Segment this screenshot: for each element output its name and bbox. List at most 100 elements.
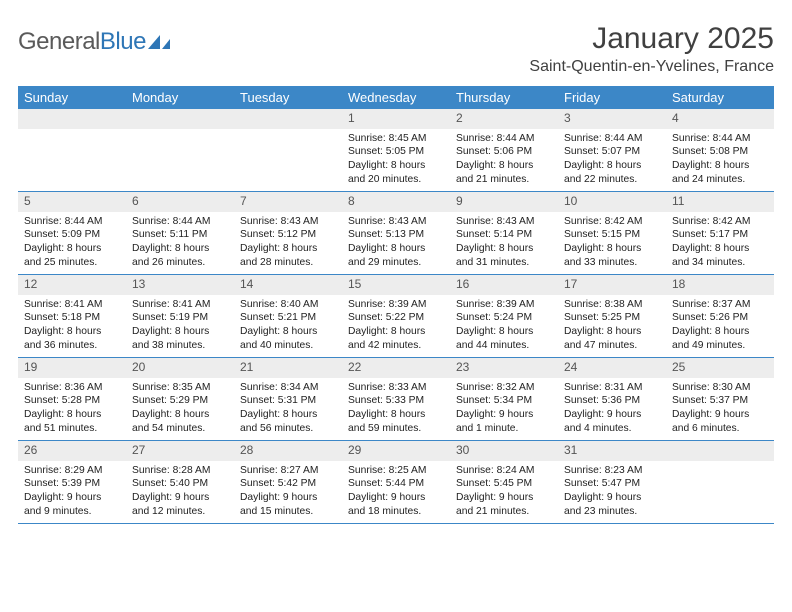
day-number: 31 (558, 441, 666, 461)
sunset-line: Sunset: 5:13 PM (348, 228, 444, 242)
sunset-line: Sunset: 5:39 PM (24, 477, 120, 491)
sunrise-line: Sunrise: 8:27 AM (240, 464, 336, 478)
sunset-line: Sunset: 5:15 PM (564, 228, 660, 242)
day-cell: 29Sunrise: 8:25 AMSunset: 5:44 PMDayligh… (342, 441, 450, 523)
day-body: Sunrise: 8:43 AMSunset: 5:14 PMDaylight:… (450, 212, 558, 273)
daylight-line: Daylight: 9 hours and 4 minutes. (564, 408, 660, 435)
day-body (18, 129, 126, 136)
sunset-line: Sunset: 5:47 PM (564, 477, 660, 491)
sunrise-line: Sunrise: 8:44 AM (132, 215, 228, 229)
day-number: 29 (342, 441, 450, 461)
day-number: 23 (450, 358, 558, 378)
day-cell: 16Sunrise: 8:39 AMSunset: 5:24 PMDayligh… (450, 275, 558, 357)
day-body (126, 129, 234, 136)
day-number: 28 (234, 441, 342, 461)
sunrise-line: Sunrise: 8:45 AM (348, 132, 444, 146)
sunrise-line: Sunrise: 8:44 AM (564, 132, 660, 146)
day-cell: 21Sunrise: 8:34 AMSunset: 5:31 PMDayligh… (234, 358, 342, 440)
day-body (234, 129, 342, 136)
sunset-line: Sunset: 5:37 PM (672, 394, 768, 408)
sunrise-line: Sunrise: 8:28 AM (132, 464, 228, 478)
week-row: 26Sunrise: 8:29 AMSunset: 5:39 PMDayligh… (18, 441, 774, 524)
daylight-line: Daylight: 8 hours and 21 minutes. (456, 159, 552, 186)
daylight-line: Daylight: 8 hours and 31 minutes. (456, 242, 552, 269)
sunrise-line: Sunrise: 8:43 AM (456, 215, 552, 229)
daylight-line: Daylight: 8 hours and 22 minutes. (564, 159, 660, 186)
day-number: 8 (342, 192, 450, 212)
day-cell: 31Sunrise: 8:23 AMSunset: 5:47 PMDayligh… (558, 441, 666, 523)
day-cell: 19Sunrise: 8:36 AMSunset: 5:28 PMDayligh… (18, 358, 126, 440)
sunrise-line: Sunrise: 8:31 AM (564, 381, 660, 395)
sunrise-line: Sunrise: 8:33 AM (348, 381, 444, 395)
day-cell: 25Sunrise: 8:30 AMSunset: 5:37 PMDayligh… (666, 358, 774, 440)
day-cell (18, 109, 126, 191)
day-number: 18 (666, 275, 774, 295)
day-number: 27 (126, 441, 234, 461)
daylight-line: Daylight: 8 hours and 56 minutes. (240, 408, 336, 435)
day-body: Sunrise: 8:34 AMSunset: 5:31 PMDaylight:… (234, 378, 342, 439)
day-number: 14 (234, 275, 342, 295)
daylight-line: Daylight: 8 hours and 54 minutes. (132, 408, 228, 435)
day-body: Sunrise: 8:42 AMSunset: 5:15 PMDaylight:… (558, 212, 666, 273)
daylight-line: Daylight: 9 hours and 1 minute. (456, 408, 552, 435)
day-number: 10 (558, 192, 666, 212)
month-title: January 2025 (529, 22, 774, 56)
week-row: 5Sunrise: 8:44 AMSunset: 5:09 PMDaylight… (18, 192, 774, 275)
day-number: 15 (342, 275, 450, 295)
daylight-line: Daylight: 8 hours and 29 minutes. (348, 242, 444, 269)
day-body: Sunrise: 8:39 AMSunset: 5:22 PMDaylight:… (342, 295, 450, 356)
day-cell (234, 109, 342, 191)
day-body: Sunrise: 8:37 AMSunset: 5:26 PMDaylight:… (666, 295, 774, 356)
daylight-line: Daylight: 8 hours and 26 minutes. (132, 242, 228, 269)
sunrise-line: Sunrise: 8:39 AM (456, 298, 552, 312)
sunset-line: Sunset: 5:29 PM (132, 394, 228, 408)
sunset-line: Sunset: 5:26 PM (672, 311, 768, 325)
sunrise-line: Sunrise: 8:44 AM (672, 132, 768, 146)
day-body: Sunrise: 8:44 AMSunset: 5:09 PMDaylight:… (18, 212, 126, 273)
sunrise-line: Sunrise: 8:40 AM (240, 298, 336, 312)
location: Saint-Quentin-en-Yvelines, France (529, 58, 774, 76)
sunrise-line: Sunrise: 8:44 AM (24, 215, 120, 229)
day-body: Sunrise: 8:30 AMSunset: 5:37 PMDaylight:… (666, 378, 774, 439)
logo-sail-icon (146, 33, 172, 51)
sunset-line: Sunset: 5:31 PM (240, 394, 336, 408)
day-number: 12 (18, 275, 126, 295)
sunrise-line: Sunrise: 8:24 AM (456, 464, 552, 478)
sunset-line: Sunset: 5:09 PM (24, 228, 120, 242)
day-number (234, 109, 342, 129)
sunrise-line: Sunrise: 8:37 AM (672, 298, 768, 312)
sunrise-line: Sunrise: 8:32 AM (456, 381, 552, 395)
daylight-line: Daylight: 9 hours and 23 minutes. (564, 491, 660, 518)
day-number: 7 (234, 192, 342, 212)
day-cell: 26Sunrise: 8:29 AMSunset: 5:39 PMDayligh… (18, 441, 126, 523)
day-body: Sunrise: 8:28 AMSunset: 5:40 PMDaylight:… (126, 461, 234, 522)
sunset-line: Sunset: 5:08 PM (672, 145, 768, 159)
day-body: Sunrise: 8:23 AMSunset: 5:47 PMDaylight:… (558, 461, 666, 522)
day-number (18, 109, 126, 129)
sunset-line: Sunset: 5:36 PM (564, 394, 660, 408)
day-body: Sunrise: 8:38 AMSunset: 5:25 PMDaylight:… (558, 295, 666, 356)
sunset-line: Sunset: 5:19 PM (132, 311, 228, 325)
dow-cell: Friday (558, 86, 666, 109)
header: GeneralBlue January 2025 Saint-Quentin-e… (18, 22, 774, 76)
sunrise-line: Sunrise: 8:36 AM (24, 381, 120, 395)
sunset-line: Sunset: 5:25 PM (564, 311, 660, 325)
weeks-container: 1Sunrise: 8:45 AMSunset: 5:05 PMDaylight… (18, 109, 774, 524)
day-cell: 1Sunrise: 8:45 AMSunset: 5:05 PMDaylight… (342, 109, 450, 191)
sunset-line: Sunset: 5:40 PM (132, 477, 228, 491)
day-body: Sunrise: 8:35 AMSunset: 5:29 PMDaylight:… (126, 378, 234, 439)
daylight-line: Daylight: 8 hours and 36 minutes. (24, 325, 120, 352)
day-body: Sunrise: 8:44 AMSunset: 5:06 PMDaylight:… (450, 129, 558, 190)
sunset-line: Sunset: 5:17 PM (672, 228, 768, 242)
daylight-line: Daylight: 8 hours and 34 minutes. (672, 242, 768, 269)
sunrise-line: Sunrise: 8:42 AM (672, 215, 768, 229)
day-cell: 15Sunrise: 8:39 AMSunset: 5:22 PMDayligh… (342, 275, 450, 357)
logo-word2: Blue (100, 28, 146, 55)
day-body: Sunrise: 8:41 AMSunset: 5:18 PMDaylight:… (18, 295, 126, 356)
day-number: 26 (18, 441, 126, 461)
sunset-line: Sunset: 5:28 PM (24, 394, 120, 408)
day-cell: 4Sunrise: 8:44 AMSunset: 5:08 PMDaylight… (666, 109, 774, 191)
daylight-line: Daylight: 9 hours and 12 minutes. (132, 491, 228, 518)
day-number: 3 (558, 109, 666, 129)
daylight-line: Daylight: 8 hours and 40 minutes. (240, 325, 336, 352)
